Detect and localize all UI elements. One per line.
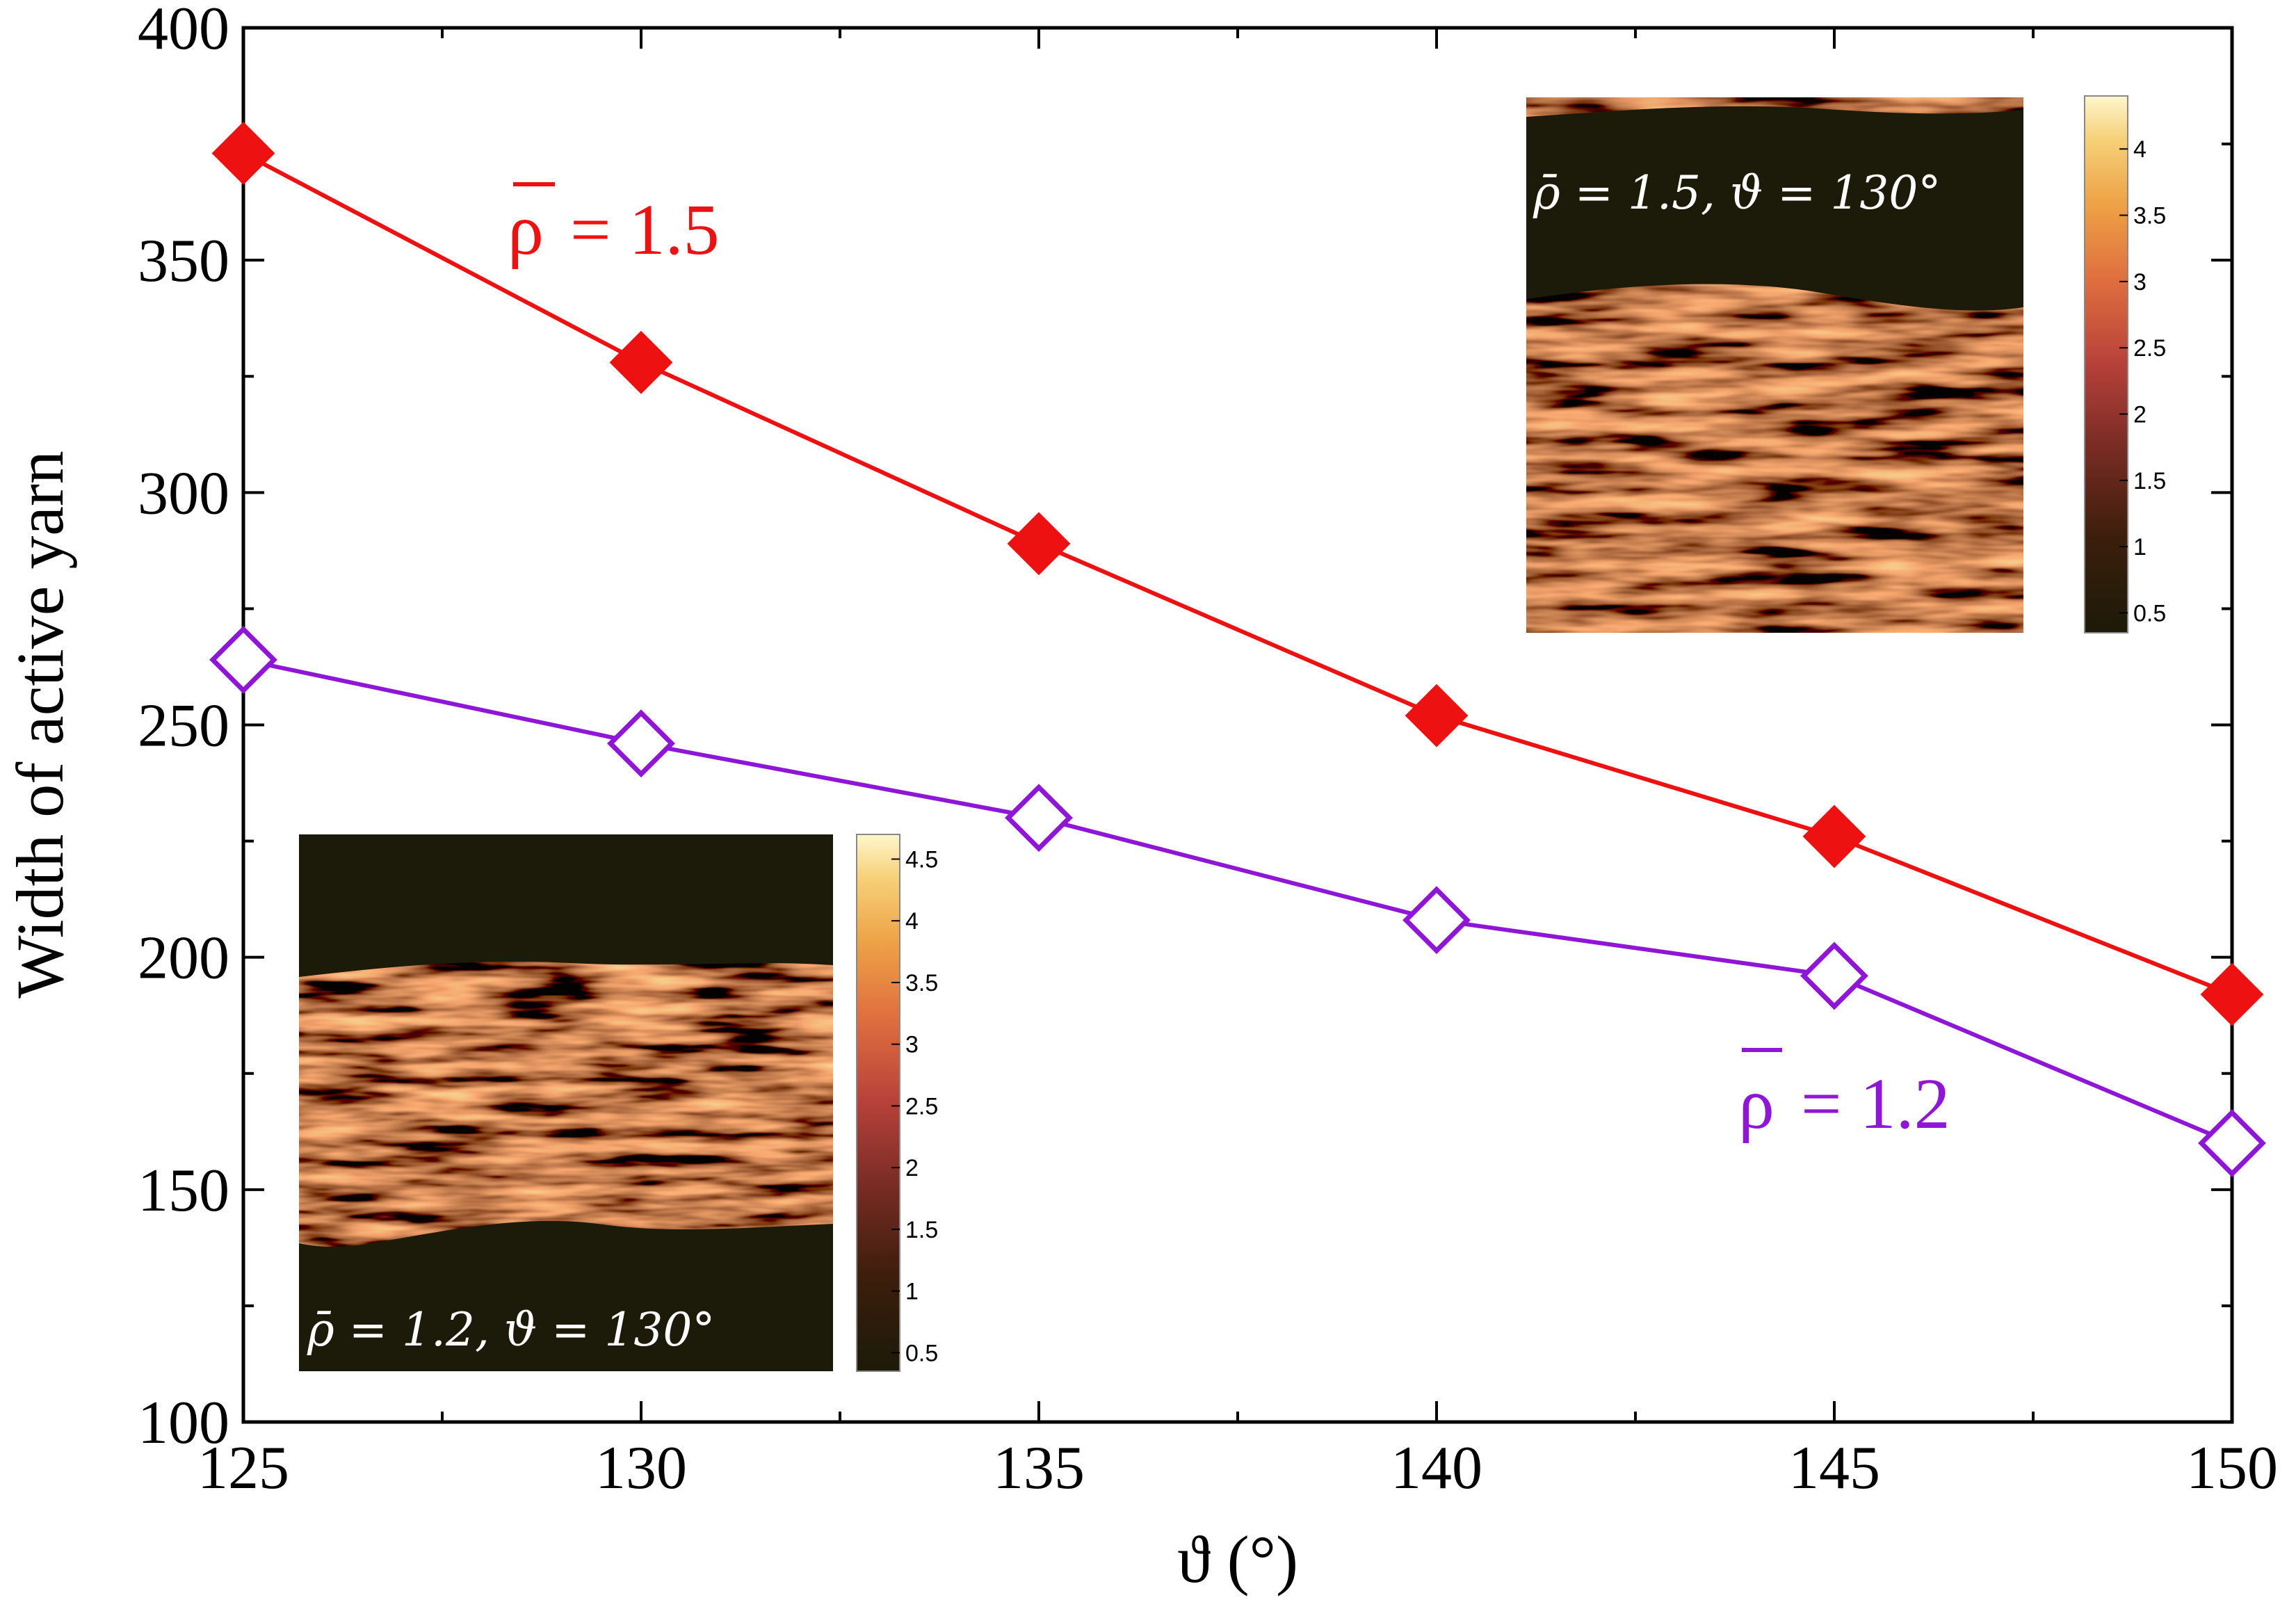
data-point-marker bbox=[1800, 942, 1868, 1010]
colorbar-tick-label: 1.5 bbox=[2133, 468, 2166, 494]
y-tick-label: 150 bbox=[138, 1157, 229, 1225]
series-rho-1-5-line bbox=[242, 151, 2233, 996]
y-tick-label: 250 bbox=[138, 693, 229, 760]
colorbar-tick-label: 4 bbox=[905, 908, 919, 935]
data-point-marker bbox=[209, 625, 277, 694]
x-tick-label: 125 bbox=[197, 1435, 289, 1502]
series-rho-1-2-line bbox=[243, 657, 2233, 1145]
x-tick-labels: 125 130 135 140 145 150 bbox=[197, 1435, 2278, 1502]
y-tick-label: 200 bbox=[138, 925, 229, 992]
colorbar-bottom-left-ticks: 0.5 1 1.5 2 2.5 3 3.5 4 4.5 bbox=[891, 846, 938, 1366]
colorbar-tick-label: 1.5 bbox=[905, 1217, 938, 1243]
colorbar-tick-label: 4.5 bbox=[905, 846, 938, 873]
series-label-value: = 1.5 bbox=[570, 190, 720, 270]
colorbar-tick-label: 0.5 bbox=[2133, 600, 2166, 627]
colorbar-top-right bbox=[2084, 95, 2128, 633]
colorbar-tick-label: 2 bbox=[2133, 401, 2147, 428]
inset-bottom-left: ρ̄ = 1.2, ϑ = 130° 0.5 1 1.5 2 2.5 3 3.5 4 4.5 bbox=[299, 834, 938, 1372]
y-tick-label: 350 bbox=[138, 227, 229, 295]
x-tick-label: 145 bbox=[1788, 1435, 1880, 1502]
inset-bottom-left-label: ρ̄ = 1.2, ϑ = 130° bbox=[307, 1303, 715, 1357]
colorbar-tick-label: 3 bbox=[905, 1032, 919, 1058]
x-tick-label: 135 bbox=[993, 1435, 1085, 1502]
colorbar-tick-label: 3.5 bbox=[2133, 203, 2166, 229]
series-label-rho-1-2: ρ = 1.2 bbox=[1738, 1048, 1950, 1144]
series-rho-1-5-markers bbox=[211, 122, 2264, 1026]
data-point-marker bbox=[1402, 886, 1471, 955]
axis-ticks bbox=[242, 26, 2233, 1423]
data-point-marker bbox=[1405, 684, 1469, 748]
colorbar-tick-label: 1 bbox=[2133, 534, 2147, 560]
x-tick-label: 150 bbox=[2186, 1435, 2278, 1502]
colorbar-tick-label: 2 bbox=[905, 1155, 919, 1181]
data-point-marker bbox=[1005, 784, 1073, 852]
inset-top-right: ρ̄ = 1.5, ϑ = 130° 0.5 1 1.5 2 2.5 3 3.5 4 bbox=[1526, 95, 2166, 633]
data-point-marker bbox=[609, 330, 673, 394]
x-axis-title: ϑ (°) bbox=[1177, 1522, 1298, 1597]
colorbar-tick-label: 2.5 bbox=[2133, 335, 2166, 362]
series-label-value: = 1.2 bbox=[1801, 1064, 1950, 1144]
data-point-marker bbox=[2198, 1109, 2266, 1177]
series-label-rho-1-5: ρ = 1.5 bbox=[508, 182, 720, 270]
colorbar-top-right-ticks: 0.5 1 1.5 2 2.5 3 3.5 4 bbox=[2119, 136, 2166, 627]
y-tick-label: 300 bbox=[138, 460, 229, 527]
data-point-marker bbox=[211, 122, 275, 185]
colorbar-bottom-left bbox=[856, 834, 900, 1372]
colorbar-tick-label: 0.5 bbox=[905, 1340, 938, 1366]
colorbar-tick-label: 1 bbox=[905, 1279, 919, 1305]
series-label-symbol: ρ bbox=[508, 190, 544, 270]
colorbar-tick-label: 3 bbox=[2133, 269, 2147, 296]
colorbar-tick-label: 4 bbox=[2133, 136, 2147, 163]
x-tick-label: 130 bbox=[595, 1435, 687, 1502]
colorbar-tick-label: 3.5 bbox=[905, 970, 938, 996]
colorbar-tick-label: 2.5 bbox=[905, 1093, 938, 1120]
x-tick-label: 140 bbox=[1391, 1435, 1482, 1502]
data-point-marker bbox=[1802, 805, 1866, 868]
series-label-symbol: ρ bbox=[1738, 1064, 1774, 1144]
y-tick-label: 400 bbox=[138, 0, 229, 63]
data-point-marker bbox=[1007, 512, 1071, 576]
inset-top-right-label: ρ̄ = 1.5, ϑ = 130° bbox=[1533, 166, 1941, 220]
data-point-marker bbox=[607, 709, 675, 778]
y-tick-label: 100 bbox=[138, 1389, 229, 1457]
y-axis-title: Width of active yarn bbox=[3, 451, 77, 999]
y-tick-labels: 100 150 200 250 300 350 400 bbox=[138, 0, 229, 1457]
series-rho-1-2-markers bbox=[209, 625, 2266, 1177]
data-point-marker bbox=[2200, 962, 2264, 1026]
